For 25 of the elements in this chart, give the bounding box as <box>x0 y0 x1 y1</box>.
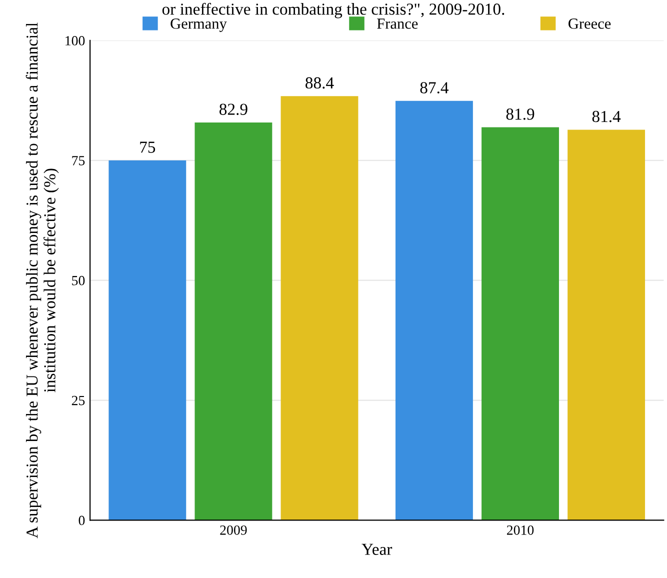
data-label: 81.4 <box>592 110 621 122</box>
bar <box>194 122 272 520</box>
legend-label: Germany <box>170 18 227 32</box>
data-label: 82.9 <box>220 104 248 116</box>
y-axis-title: A supervision by the EU whenever public money is used to rescue a financial institution would be effective (%) <box>26 22 59 538</box>
bar <box>396 100 473 520</box>
x-tick-label: 2010 <box>506 525 534 535</box>
y-tick-label: 100 <box>66 36 85 46</box>
data-label: 75 <box>140 142 156 153</box>
data-label: 81.9 <box>506 108 534 120</box>
y-tick-label: 75 <box>72 156 85 166</box>
legend-label: Greece <box>568 18 611 29</box>
bar <box>108 160 186 520</box>
x-tick-label: 2009 <box>220 525 247 535</box>
bar <box>482 127 559 520</box>
x-axis-title: Year <box>362 544 392 555</box>
bar <box>568 130 646 520</box>
data-label: 87.4 <box>420 82 449 94</box>
y-tick-label: 25 <box>72 396 85 406</box>
bar <box>280 96 358 520</box>
chart-title: or ineffective in combating the crisis?", 2009-2010. <box>162 2 504 18</box>
legend-label: France <box>377 18 418 29</box>
y-tick-label: 50 <box>72 276 85 286</box>
y-tick-label: 0 <box>78 516 85 526</box>
data-label: 88.4 <box>306 77 334 89</box>
